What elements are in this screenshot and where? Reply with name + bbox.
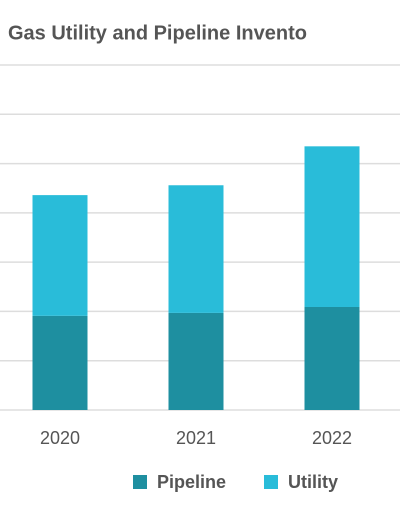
x-tick-label: 2020 [40,428,80,448]
x-tick-label: 2021 [176,428,216,448]
bar-segment [32,315,88,410]
legend-swatch [133,475,147,489]
legend-swatch [264,475,278,489]
x-tick-label: 2022 [312,428,352,448]
bar-segment [32,195,88,316]
legend-label: Utility [288,472,338,492]
bar-segment [304,146,360,307]
bar-segment [304,306,360,410]
bar-segment [168,312,224,410]
legend-label: Pipeline [157,472,226,492]
chart-title: Gas Utility and Pipeline Invento [8,22,307,44]
bar-segment [168,185,224,313]
